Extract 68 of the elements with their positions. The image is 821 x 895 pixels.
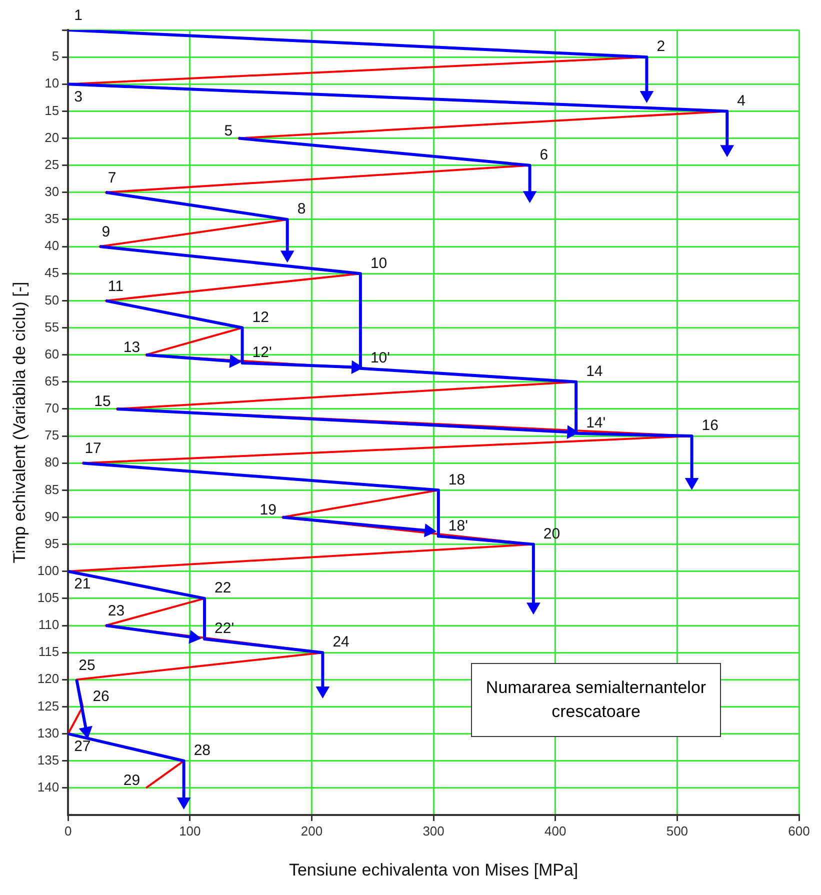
y-tick-label: 10 bbox=[44, 76, 60, 91]
annotation: 15 bbox=[94, 393, 111, 410]
x-axis-title: Tensiune echivalenta von Mises [MPa] bbox=[288, 860, 578, 880]
annotation: 17 bbox=[84, 440, 102, 458]
y-tick-label: 35 bbox=[44, 211, 60, 226]
annotation: 23 bbox=[108, 602, 125, 620]
annotation: 10 bbox=[370, 254, 388, 272]
annotation: 7 bbox=[108, 170, 116, 187]
x-tick-label: 600 bbox=[788, 823, 810, 838]
y-tick-label: 105 bbox=[37, 590, 60, 606]
annotation: 1 bbox=[74, 7, 82, 24]
annotation: 3 bbox=[74, 88, 82, 106]
y-tick-label: 30 bbox=[44, 184, 60, 199]
x-tick-label: 300 bbox=[422, 823, 444, 838]
y-tick-label: 95 bbox=[44, 536, 60, 551]
y-tick-label: 70 bbox=[44, 400, 60, 416]
y-tick-label: 15 bbox=[44, 102, 60, 118]
y-tick-label: 40 bbox=[44, 238, 60, 254]
annotation: 5 bbox=[224, 122, 233, 140]
annotation: 16 bbox=[702, 417, 718, 434]
y-tick-label: 85 bbox=[44, 482, 60, 497]
y-tick-label: 25 bbox=[44, 156, 60, 172]
annotation: 24 bbox=[332, 634, 350, 651]
annotation: 8 bbox=[297, 200, 306, 218]
y-tick-label: 50 bbox=[44, 292, 60, 308]
annotation: 29 bbox=[123, 772, 140, 790]
y-tick-label: 140 bbox=[37, 780, 60, 795]
y-tick-label: 135 bbox=[37, 752, 60, 768]
annotation: 25 bbox=[78, 656, 96, 674]
x-tick-label: 0 bbox=[64, 823, 72, 838]
x-tick-label: 500 bbox=[666, 823, 688, 838]
y-tick-label: 90 bbox=[44, 508, 60, 524]
annotation: 21 bbox=[74, 576, 91, 593]
annotation: 2 bbox=[656, 38, 666, 56]
x-tick-label: 400 bbox=[544, 823, 566, 838]
annotation: 13 bbox=[123, 338, 140, 356]
annotation: 14 bbox=[586, 363, 603, 380]
y-tick-label: 120 bbox=[37, 671, 60, 686]
y-tick-label: 20 bbox=[44, 130, 60, 145]
annotation: 11 bbox=[108, 278, 124, 295]
y-tick-label: 5 bbox=[52, 48, 60, 64]
annotation: 14' bbox=[586, 414, 606, 432]
annotation: 9 bbox=[102, 224, 110, 241]
y-tick-label: 115 bbox=[38, 644, 60, 660]
y-tick-label: 60 bbox=[44, 346, 60, 362]
annotation: Numararea semialternantelor crescatoare bbox=[471, 663, 721, 737]
y-tick-label: 55 bbox=[44, 319, 60, 334]
annotation: 22 bbox=[214, 580, 232, 597]
annotation: 18' bbox=[448, 517, 468, 534]
annotation: 4 bbox=[737, 92, 746, 110]
y-tick-label: 45 bbox=[44, 265, 60, 280]
annotation: 12 bbox=[252, 308, 269, 326]
annotation: 26 bbox=[92, 688, 110, 705]
y-axis-title: Timp echivalent (Variabila de ciclu) [-] bbox=[10, 282, 29, 564]
annotation: 27 bbox=[74, 738, 91, 755]
annotation: 6 bbox=[540, 146, 548, 164]
x-tick-label: 200 bbox=[300, 823, 323, 838]
x-tick-label: 100 bbox=[179, 823, 201, 838]
y-tick-label: 110 bbox=[38, 617, 60, 632]
annotation: 19 bbox=[260, 501, 276, 518]
annotation: 18 bbox=[448, 471, 466, 488]
y-tick-label: 130 bbox=[37, 725, 60, 740]
y-tick-label: 100 bbox=[37, 562, 60, 578]
y-tick-label: 125 bbox=[37, 698, 60, 714]
y-tick-label: 80 bbox=[44, 454, 60, 470]
y-tick-label: 75 bbox=[44, 428, 60, 443]
y-tick-label: 65 bbox=[44, 373, 60, 388]
annotation: 28 bbox=[194, 742, 211, 760]
